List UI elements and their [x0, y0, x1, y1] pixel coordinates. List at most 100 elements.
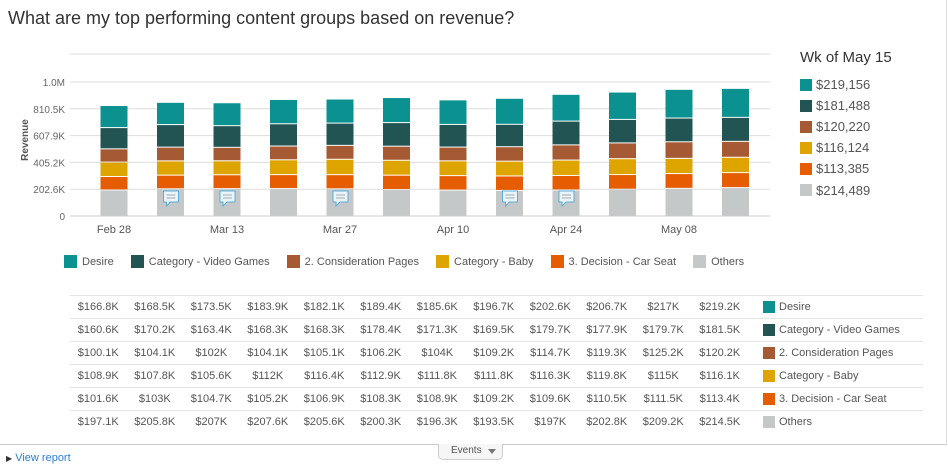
- bar-segment[interactable]: [270, 124, 297, 146]
- note-icon[interactable]: [502, 190, 518, 208]
- bar-segment[interactable]: [665, 158, 693, 174]
- legend-item[interactable]: Category - Video Games: [130, 255, 270, 268]
- bar-segment[interactable]: [270, 189, 297, 216]
- bar-segment[interactable]: [100, 190, 128, 216]
- bar-segment[interactable]: [213, 161, 241, 175]
- bar-segment[interactable]: [496, 98, 523, 124]
- table-cell: $111.8K: [409, 364, 466, 388]
- y-tick-label: 810.5K: [33, 105, 65, 116]
- side-value: $181,488: [800, 95, 870, 116]
- bar-segment[interactable]: [270, 99, 297, 124]
- table-cell: $120.2K: [691, 341, 748, 365]
- table-cell: $196.7K: [465, 295, 522, 319]
- y-tick-label: 607.9K: [33, 132, 65, 143]
- bar-segment[interactable]: [665, 142, 693, 158]
- bar-segment[interactable]: [326, 99, 354, 123]
- bar-segment[interactable]: [496, 124, 523, 147]
- legend-item[interactable]: 2. Consideration Pages: [286, 255, 419, 268]
- bar-segment[interactable]: [383, 160, 410, 175]
- bar-segment[interactable]: [270, 160, 297, 175]
- table-cell: $112K: [239, 364, 296, 388]
- bar-segment[interactable]: [722, 88, 749, 117]
- bar-segment[interactable]: [270, 175, 297, 189]
- legend-item[interactable]: Category - Baby: [436, 255, 534, 268]
- bar-segment[interactable]: [665, 89, 693, 118]
- bar-segment[interactable]: [552, 175, 580, 190]
- note-icon[interactable]: [163, 190, 179, 208]
- bar-segment[interactable]: [326, 175, 354, 189]
- legend-item[interactable]: Others: [693, 255, 744, 268]
- bar-segment[interactable]: [552, 94, 580, 121]
- table-cell: $105.2K: [239, 387, 296, 411]
- stacked-bar-chart: 0 202.6K 405.2K 607.9K 810.5K 1.0M Revenue Feb …: [20, 53, 770, 236]
- bar-segment[interactable]: [439, 124, 467, 147]
- bar-segment[interactable]: [213, 175, 241, 189]
- table-cell: $202.8K: [578, 410, 635, 433]
- bar-segment[interactable]: [157, 125, 184, 147]
- note-icon[interactable]: [219, 190, 236, 208]
- legend-swatch: [286, 255, 300, 268]
- bar-segment[interactable]: [157, 102, 184, 125]
- bar-segment[interactable]: [439, 100, 467, 124]
- bar-segment[interactable]: [722, 157, 749, 173]
- legend-item[interactable]: Desire: [64, 255, 114, 268]
- bar-segment[interactable]: [100, 128, 128, 149]
- bar-segment[interactable]: [496, 176, 523, 190]
- row-label: Category - Video Games: [748, 318, 923, 342]
- bar-segment[interactable]: [326, 159, 354, 175]
- bar-segment[interactable]: [665, 188, 693, 216]
- bar-segment[interactable]: [665, 174, 693, 188]
- table-cell: $119.3K: [578, 341, 635, 365]
- view-report-link[interactable]: ▶ View report: [6, 452, 71, 464]
- events-dropdown[interactable]: Events: [438, 444, 503, 460]
- bar-segment[interactable]: [100, 106, 128, 128]
- bar-segment[interactable]: [496, 161, 523, 176]
- bar-segment[interactable]: [552, 121, 580, 145]
- bar-segment[interactable]: [383, 123, 410, 146]
- bar-segment[interactable]: [157, 147, 184, 161]
- note-icon[interactable]: [332, 190, 349, 208]
- bar-segment[interactable]: [157, 175, 184, 189]
- bar-segment[interactable]: [213, 126, 241, 147]
- bar-segment[interactable]: [609, 175, 636, 189]
- note-icon[interactable]: [558, 190, 575, 208]
- bar-segment[interactable]: [383, 146, 410, 160]
- bar-segment[interactable]: [100, 162, 128, 176]
- table-cell: $207.6K: [239, 410, 296, 433]
- x-tick-label: Mar 27: [323, 224, 357, 236]
- bar-segment[interactable]: [665, 118, 693, 142]
- bar-segment[interactable]: [722, 188, 749, 216]
- bar-segment[interactable]: [326, 145, 354, 159]
- bar-segment[interactable]: [439, 176, 467, 190]
- row-label: 2. Consideration Pages: [748, 341, 923, 365]
- legend-item[interactable]: 3. Decision - Car Seat: [550, 255, 676, 268]
- bar-segment[interactable]: [722, 141, 749, 157]
- bar-segment[interactable]: [326, 123, 354, 145]
- bar-segment[interactable]: [439, 147, 467, 161]
- series-swatch: [763, 370, 775, 383]
- bar-segment[interactable]: [609, 143, 636, 159]
- bar-segment[interactable]: [439, 161, 467, 176]
- bar-segment[interactable]: [157, 161, 184, 175]
- bar-segment[interactable]: [609, 92, 636, 119]
- bar-segment[interactable]: [609, 189, 636, 216]
- bar-segment[interactable]: [439, 190, 467, 216]
- bar-segment[interactable]: [100, 176, 128, 190]
- bar-segment[interactable]: [213, 103, 241, 126]
- bar-segment[interactable]: [496, 147, 523, 161]
- bar-segment[interactable]: [100, 149, 128, 162]
- bar-segment[interactable]: [552, 160, 580, 175]
- bar-segment[interactable]: [383, 190, 410, 216]
- side-value: $214,489: [800, 179, 870, 200]
- bar-segment[interactable]: [609, 119, 636, 143]
- bar-segment[interactable]: [722, 117, 749, 141]
- series-swatch: [763, 393, 775, 406]
- bar-segment[interactable]: [722, 173, 749, 188]
- bar-segment[interactable]: [270, 146, 297, 160]
- bar-segment[interactable]: [552, 145, 580, 160]
- bar-segment[interactable]: [383, 175, 410, 190]
- bar-segment[interactable]: [383, 98, 410, 123]
- bar-segment[interactable]: [213, 147, 241, 161]
- bar-segment[interactable]: [609, 159, 636, 175]
- table-cell: $103K: [126, 387, 183, 411]
